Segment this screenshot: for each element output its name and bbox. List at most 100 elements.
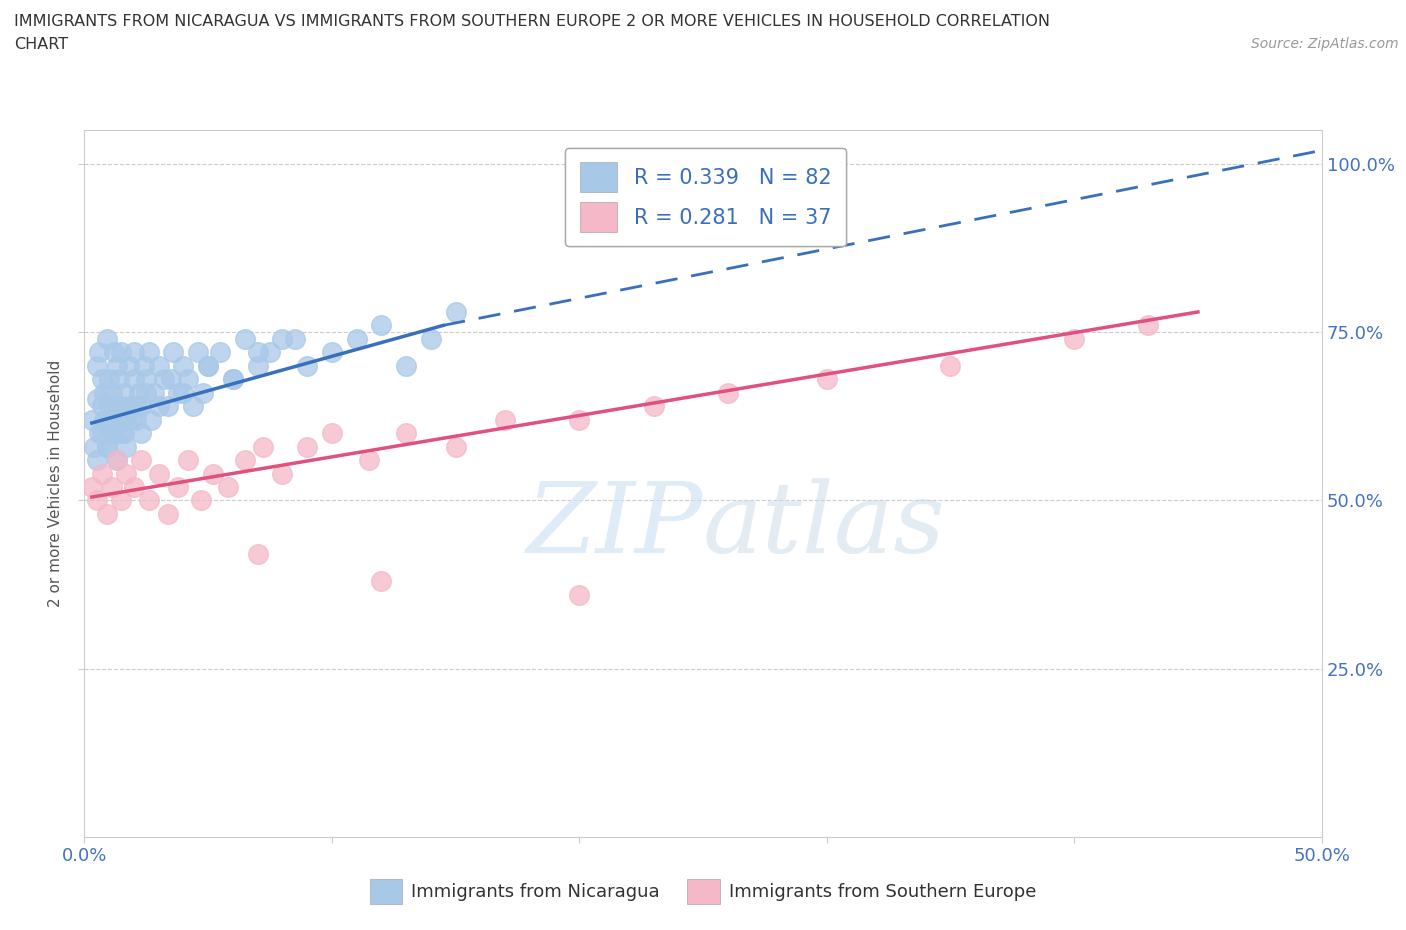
Point bbox=[115, 466, 138, 481]
Point bbox=[98, 426, 121, 441]
Point bbox=[939, 358, 962, 373]
Point bbox=[233, 331, 256, 346]
Point bbox=[89, 426, 111, 441]
Point bbox=[105, 358, 128, 373]
Point bbox=[122, 345, 145, 360]
Point bbox=[197, 358, 219, 373]
Point bbox=[494, 412, 516, 427]
Point bbox=[80, 412, 103, 427]
Point bbox=[187, 345, 209, 360]
Point bbox=[148, 358, 170, 373]
Point bbox=[148, 399, 170, 414]
Point bbox=[129, 453, 152, 468]
Point bbox=[89, 345, 111, 360]
Point bbox=[370, 574, 392, 589]
Point bbox=[96, 331, 118, 346]
Point bbox=[295, 439, 318, 454]
Point bbox=[321, 426, 343, 441]
Point bbox=[233, 453, 256, 468]
Point bbox=[96, 507, 118, 522]
Point bbox=[120, 399, 142, 414]
Point bbox=[98, 372, 121, 387]
Point bbox=[120, 412, 142, 427]
Point bbox=[100, 412, 122, 427]
Point bbox=[105, 453, 128, 468]
Point bbox=[129, 399, 152, 414]
Point bbox=[222, 372, 245, 387]
Point bbox=[86, 453, 108, 468]
Text: Source: ZipAtlas.com: Source: ZipAtlas.com bbox=[1251, 37, 1399, 51]
Point bbox=[90, 426, 112, 441]
Point bbox=[246, 358, 269, 373]
Point bbox=[157, 507, 180, 522]
Point bbox=[167, 385, 190, 400]
Point bbox=[132, 358, 155, 373]
Point bbox=[370, 318, 392, 333]
Point bbox=[222, 372, 245, 387]
Point bbox=[217, 480, 239, 495]
Point bbox=[110, 345, 132, 360]
Point bbox=[162, 345, 184, 360]
Point bbox=[357, 453, 380, 468]
Point bbox=[172, 358, 194, 373]
Point bbox=[643, 399, 665, 414]
Point bbox=[295, 358, 318, 373]
Point bbox=[181, 399, 204, 414]
Point bbox=[148, 466, 170, 481]
Point bbox=[246, 547, 269, 562]
Point bbox=[717, 385, 740, 400]
Point bbox=[110, 399, 132, 414]
Point bbox=[96, 439, 118, 454]
Point bbox=[444, 439, 467, 454]
Point bbox=[122, 480, 145, 495]
Point bbox=[252, 439, 274, 454]
Point bbox=[568, 412, 591, 427]
Point bbox=[86, 358, 108, 373]
Point bbox=[202, 466, 225, 481]
Point bbox=[90, 466, 112, 481]
Point bbox=[112, 385, 135, 400]
Point bbox=[100, 385, 122, 400]
Point bbox=[86, 392, 108, 407]
Point bbox=[115, 412, 138, 427]
Point bbox=[128, 385, 150, 400]
Point bbox=[115, 439, 138, 454]
Point bbox=[100, 412, 122, 427]
Point bbox=[284, 331, 307, 346]
Point bbox=[135, 372, 157, 387]
Legend: R = 0.339   N = 82, R = 0.281   N = 37: R = 0.339 N = 82, R = 0.281 N = 37 bbox=[565, 148, 846, 246]
Point bbox=[190, 493, 212, 508]
Point bbox=[100, 480, 122, 495]
Point bbox=[108, 372, 131, 387]
Point bbox=[167, 480, 190, 495]
Point bbox=[90, 399, 112, 414]
Text: CHART: CHART bbox=[14, 37, 67, 52]
Point bbox=[105, 453, 128, 468]
Point bbox=[118, 358, 141, 373]
Point bbox=[142, 385, 165, 400]
Point bbox=[568, 587, 591, 602]
Point bbox=[86, 493, 108, 508]
Point bbox=[346, 331, 368, 346]
Point bbox=[815, 372, 838, 387]
Point bbox=[135, 385, 157, 400]
Point bbox=[177, 372, 200, 387]
Point bbox=[152, 372, 174, 387]
Point bbox=[80, 480, 103, 495]
Point bbox=[1063, 331, 1085, 346]
Point bbox=[395, 358, 418, 373]
Point bbox=[246, 345, 269, 360]
Point bbox=[419, 331, 441, 346]
Point bbox=[191, 385, 214, 400]
Point bbox=[110, 426, 132, 441]
Point bbox=[271, 466, 294, 481]
Point bbox=[125, 399, 148, 414]
Point bbox=[83, 439, 105, 454]
Point bbox=[259, 345, 281, 360]
Point bbox=[103, 426, 125, 441]
Point bbox=[271, 331, 294, 346]
Point bbox=[90, 372, 112, 387]
Point bbox=[105, 399, 128, 414]
Y-axis label: 2 or more Vehicles in Household: 2 or more Vehicles in Household bbox=[48, 360, 63, 607]
Text: atlas: atlas bbox=[703, 478, 946, 574]
